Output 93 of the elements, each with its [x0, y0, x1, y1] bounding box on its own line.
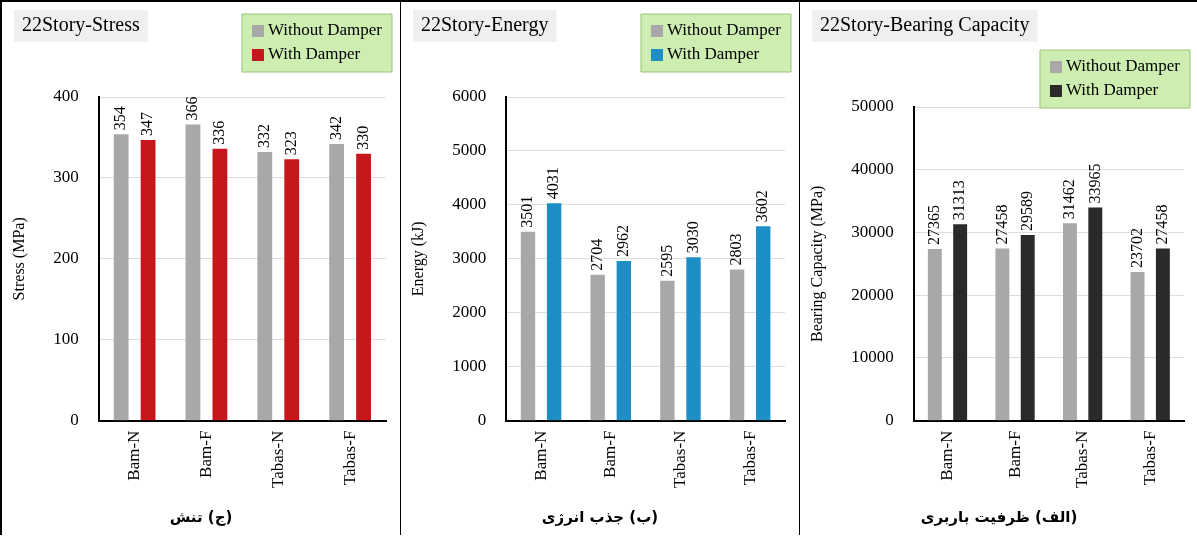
bar [257, 152, 273, 421]
y-tick-label: 50000 [851, 96, 894, 116]
x-tick-label: Tabas-N [669, 430, 689, 488]
bar [660, 280, 675, 421]
legend-label: With Damper [267, 44, 361, 64]
data-label: 2962 [614, 224, 632, 257]
data-label: 342 [326, 115, 344, 140]
chart-title: 22Story-Energy [421, 13, 549, 37]
text: (ب) جذب انرژی [540, 507, 660, 528]
y-tick-label: 20000 [851, 284, 894, 304]
bar [1020, 235, 1035, 421]
data-label: 347 [138, 111, 156, 136]
data-label: 31462 [1060, 179, 1078, 220]
data-label: 3602 [753, 190, 771, 223]
x-tick-label: Tabas-N [267, 430, 287, 488]
data-label: 354 [111, 106, 129, 131]
text: (ج) تنش [168, 507, 234, 528]
data-label: 323 [281, 131, 299, 156]
data-label: 33965 [1085, 163, 1103, 204]
legend-label: Without Damper [1065, 56, 1181, 76]
y-axis-title: Stress (MPa) [9, 217, 28, 301]
y-tick-label: 2000 [452, 302, 487, 322]
bar [1130, 271, 1145, 421]
x-tick-label: Bam-F [600, 430, 620, 478]
data-label: 23702 [1127, 227, 1145, 268]
chart-title: 22Story-Bearing Capacity [820, 13, 1030, 37]
bar [546, 203, 562, 421]
bar [1063, 223, 1077, 421]
x-tick-label: Bam-N [124, 430, 144, 481]
y-tick-label: 5000 [452, 140, 487, 160]
data-label: 27458 [992, 204, 1010, 245]
bar [212, 148, 228, 421]
x-tick-label: Tabas-F [739, 430, 759, 486]
data-label: 336 [210, 120, 228, 145]
bar [113, 134, 129, 421]
data-label: 366 [183, 96, 201, 121]
legend-label: With Damper [666, 44, 760, 64]
y-tick-label: 100 [53, 329, 79, 349]
y-tick-label: 1000 [452, 356, 487, 376]
data-label: 2704 [587, 238, 605, 271]
bar [590, 274, 605, 421]
x-tick-label: Bam-F [195, 430, 215, 478]
x-tick-label: Tabas-F [339, 430, 359, 486]
y-tick-label: 6000 [452, 86, 487, 106]
text: (الف) ظرفیت باربری [919, 507, 1079, 528]
y-tick-label: 10000 [851, 347, 894, 367]
y-tick-label: 300 [53, 167, 79, 187]
data-label: 332 [255, 124, 272, 149]
y-axis-title: Energy (kJ) [408, 221, 427, 297]
y-tick-label: 3000 [452, 248, 487, 268]
y-tick-label: 0 [477, 410, 487, 430]
bar [756, 226, 771, 421]
data-label: 2803 [727, 233, 745, 266]
data-label: 2595 [657, 244, 675, 277]
x-tick-label: Bam-N [936, 430, 956, 481]
bar [953, 224, 968, 421]
bar [616, 260, 632, 421]
y-tick-label: 4000 [452, 194, 487, 214]
x-tick-label: Bam-N [530, 430, 550, 481]
data-label: 330 [353, 125, 371, 150]
x-tick-label: Bam-F [1004, 430, 1024, 478]
legend-label: Without Damper [267, 20, 383, 40]
data-label: 3030 [683, 221, 701, 254]
x-tick-label: Tabas-N [1072, 430, 1092, 488]
bar [927, 248, 942, 421]
bar [1088, 207, 1103, 421]
data-label: 27458 [1153, 204, 1171, 245]
y-tick-label: 40000 [851, 159, 894, 179]
bar [729, 269, 745, 421]
y-tick-label: 0 [885, 410, 894, 430]
data-label: 3501 [518, 195, 536, 228]
y-axis-title: Bearing Capacity (MPa) [807, 185, 826, 343]
bar [1155, 248, 1170, 421]
data-label: 29589 [1017, 191, 1035, 232]
data-label: 31313 [950, 180, 968, 221]
data-label: 4031 [544, 167, 562, 200]
legend-label: Without Damper [666, 20, 782, 40]
x-tick-label: Tabas-F [1139, 430, 1159, 486]
y-tick-label: 200 [53, 248, 79, 268]
bar [356, 153, 371, 421]
y-tick-label: 30000 [851, 221, 894, 241]
bar [185, 124, 201, 421]
bar [520, 231, 536, 421]
data-label: 27365 [925, 204, 943, 245]
y-tick-label: 0 [70, 410, 79, 430]
y-tick-label: 400 [53, 86, 79, 106]
bar [995, 248, 1010, 421]
bar [140, 139, 156, 421]
legend-label: With Damper [1065, 80, 1159, 100]
bar [686, 257, 701, 421]
bar [329, 143, 345, 421]
bar [284, 159, 300, 421]
chart-title: 22Story-Stress [22, 13, 140, 37]
